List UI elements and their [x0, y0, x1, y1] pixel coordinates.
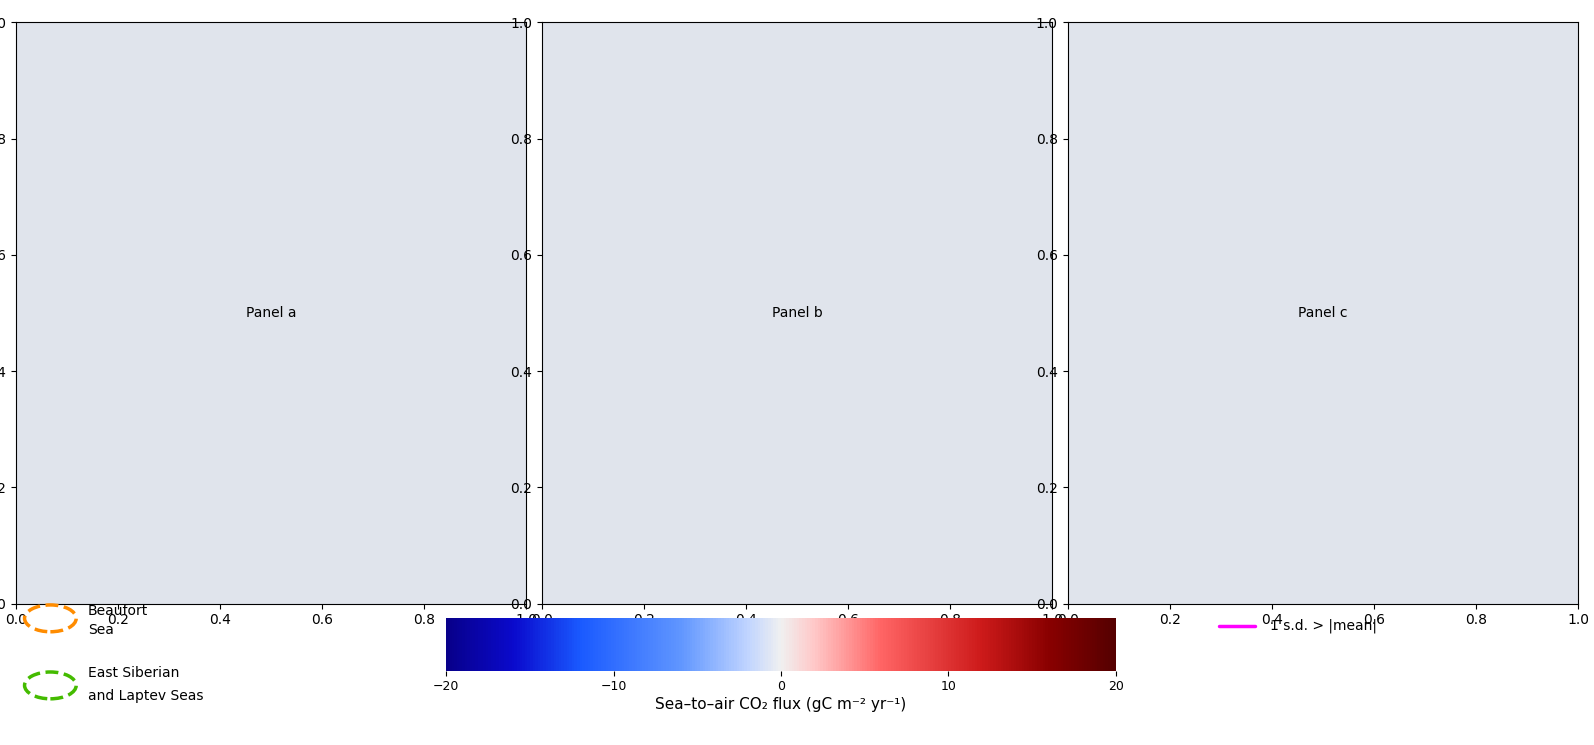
X-axis label: Sea–to–air CO₂ flux (gC m⁻² yr⁻¹): Sea–to–air CO₂ flux (gC m⁻² yr⁻¹)	[655, 697, 907, 712]
Text: Sea: Sea	[88, 624, 113, 637]
Text: East Siberian: East Siberian	[88, 667, 179, 680]
Text: Panel c: Panel c	[1298, 306, 1347, 320]
Text: and Laptev Seas: and Laptev Seas	[88, 689, 202, 703]
Text: Panel a: Panel a	[245, 306, 296, 320]
Text: Beaufort: Beaufort	[88, 604, 148, 618]
Text: Panel b: Panel b	[771, 306, 823, 320]
Text: 1 s.d. > |mean|: 1 s.d. > |mean|	[1270, 618, 1377, 633]
